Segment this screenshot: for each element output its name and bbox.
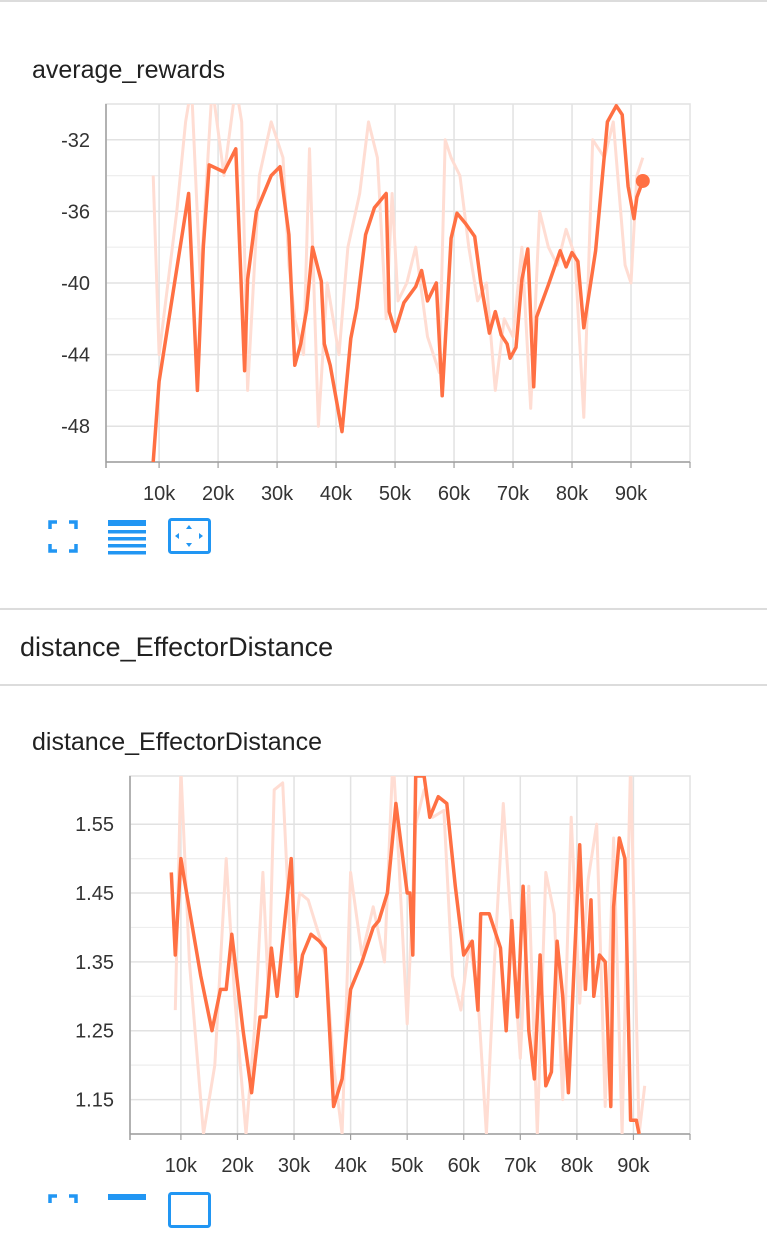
x-tick-label: 70k [497,483,530,505]
x-tick-label: 70k [504,1155,537,1177]
x-tick-label: 20k [202,483,235,505]
x-tick-label: 90k [615,483,648,505]
data-table-icon [108,520,146,555]
data-table-button[interactable] [104,518,150,556]
x-tick-label: 60k [438,483,471,505]
y-tick-label: -48 [61,416,90,438]
y-tick-label: 1.55 [75,814,114,836]
x-tick-label: 90k [617,1155,650,1177]
y-tick-label: -40 [61,273,90,295]
fit-domain-button[interactable] [166,516,212,554]
x-tick-label: 80k [556,483,589,505]
chart-average-rewards[interactable]: -32 -36 -40 -44 -48 10k 20k 30k 40k 50k 60k 70k 80k 9… [0,0,767,520]
panel-group-header[interactable]: distance_EffectorDistance [0,608,767,686]
panel-group-title: distance_EffectorDistance [20,632,334,662]
x-tick-label: 50k [379,483,412,505]
chart-title: average_rewards [32,56,226,84]
fit-domain-icon [168,518,211,554]
x-tick-label: 10k [165,1155,198,1177]
y-tick-label: -44 [61,345,90,367]
x-tick-label: 30k [261,483,294,505]
y-tick-label: 1.25 [75,1021,114,1043]
x-tick-label: 60k [448,1155,481,1177]
x-tick-label: 40k [320,483,353,505]
fullscreen-button[interactable] [40,518,86,556]
raw-series-line [151,104,645,428]
fit-domain-icon [168,1192,211,1228]
y-tick-label: 1.15 [75,1090,114,1112]
x-tick-label: 40k [334,1155,367,1177]
data-table-button-2[interactable] [104,1192,150,1230]
y-tick-label: 1.45 [75,883,114,905]
last-point-marker[interactable] [635,173,650,188]
smoothed-series-line [169,776,641,1134]
x-tick-label: 80k [561,1155,594,1177]
chart-effector-distance[interactable]: 1.55 1.45 1.35 1.25 1.15 10k 20k 30k 40k 50k 60k 70… [0,686,767,1186]
smoothed-series-line [151,104,645,462]
fit-domain-button-2[interactable] [166,1190,212,1228]
data-table-icon [108,1194,146,1200]
x-tick-label: 10k [143,483,176,505]
y-tick-label: -36 [61,201,90,223]
x-tick-label: 50k [391,1155,424,1177]
x-tick-label: 30k [278,1155,311,1177]
x-tick-label: 20k [221,1155,254,1177]
y-tick-label: 1.35 [75,952,114,974]
y-tick-label: -32 [61,130,90,152]
chart-title: distance_EffectorDistance [32,728,322,756]
fullscreen-button-2[interactable] [40,1192,86,1230]
chart-card-average-rewards: average_rewards [0,0,767,608]
fullscreen-icon [48,1194,78,1203]
fullscreen-icon [48,520,78,553]
